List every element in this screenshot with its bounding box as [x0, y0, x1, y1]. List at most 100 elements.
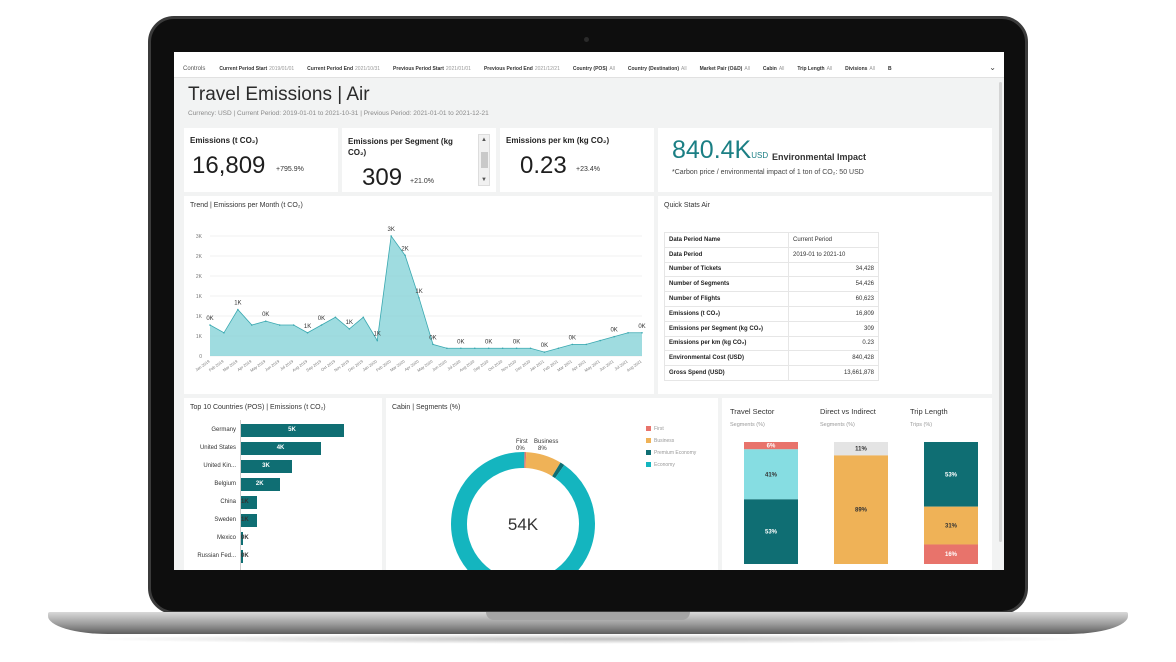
stacked-segment[interactable] — [924, 442, 978, 507]
trend-point[interactable] — [362, 316, 365, 319]
control-filter[interactable]: Current Period End 2021/10/31 — [307, 66, 380, 72]
trend-point[interactable] — [460, 347, 462, 350]
legend-item[interactable]: First — [646, 426, 664, 432]
country-bar[interactable] — [240, 550, 243, 563]
trend-point[interactable] — [585, 343, 588, 346]
stacked-segment[interactable] — [834, 442, 888, 456]
control-filter[interactable]: Country (Destination) All — [628, 66, 687, 72]
kpi-change: +21.0% — [410, 178, 434, 185]
quick-stats-card: Quick Stats Air Data Period Name Current… — [658, 196, 992, 394]
legend-item[interactable]: Business — [646, 438, 674, 444]
cabin-slice-economy[interactable] — [451, 452, 595, 570]
country-bar[interactable] — [240, 532, 243, 545]
country-bar[interactable] — [240, 514, 257, 527]
trend-point[interactable] — [292, 324, 295, 326]
country-bar[interactable] — [240, 478, 280, 491]
table-row: Number of Tickets 34,428 — [664, 261, 879, 278]
control-filter[interactable]: Previous Period Start 2021/01/01 — [393, 66, 471, 72]
control-filter[interactable]: Divisions All — [845, 66, 875, 72]
trend-point[interactable] — [376, 339, 379, 342]
trend-point[interactable] — [515, 347, 518, 350]
cabin-slice-business[interactable] — [525, 452, 561, 477]
segment-label: 41% — [765, 472, 778, 478]
control-filter[interactable]: B — [888, 66, 894, 72]
cabin-slice-premium-economy[interactable] — [552, 462, 565, 479]
trend-point[interactable] — [571, 343, 574, 346]
trend-point[interactable] — [501, 347, 504, 350]
y-tick-label: 1K — [196, 294, 203, 300]
trend-point[interactable] — [390, 235, 392, 237]
trend-point[interactable] — [418, 297, 420, 299]
controls-label[interactable]: Controls — [183, 65, 206, 72]
trend-point[interactable] — [306, 331, 309, 334]
table-row: Number of Flights 60,623 — [664, 291, 879, 307]
country-bar[interactable] — [240, 424, 344, 437]
trend-point[interactable] — [348, 328, 351, 330]
control-filter-value: 2021/01/01 — [445, 65, 471, 72]
scroll-thumb[interactable] — [481, 152, 488, 168]
trend-point[interactable] — [613, 335, 615, 338]
env-value: 840.4K — [672, 136, 752, 164]
trend-point[interactable] — [251, 324, 253, 326]
top-countries-title: Top 10 Countries (POS) | Emissions (t CO… — [190, 404, 326, 411]
kpi-value: 0.23 — [520, 152, 567, 179]
kpi-label: Emissions per Segment (kg CO₂) — [348, 137, 453, 157]
control-filter[interactable]: Market Pair (O&D) All — [700, 66, 750, 72]
trend-point[interactable] — [404, 254, 406, 257]
trend-point[interactable] — [320, 324, 323, 326]
y-tick-label: 1K — [196, 334, 203, 340]
control-filter[interactable]: Current Period Start 2019/01/01 — [219, 66, 294, 72]
trend-point[interactable] — [487, 347, 490, 350]
country-bar[interactable] — [240, 460, 292, 473]
trend-point[interactable] — [446, 347, 448, 350]
stacked-segment[interactable] — [744, 442, 798, 450]
trend-point[interactable] — [473, 347, 476, 350]
x-tick-label: Jun 2020 — [431, 358, 448, 372]
trend-point[interactable] — [599, 339, 601, 342]
country-bar[interactable] — [240, 496, 257, 509]
trend-point[interactable] — [223, 331, 225, 334]
kpi-scrollbar[interactable]: ▲ ▼ — [478, 134, 490, 186]
control-filter[interactable]: Country (POS) All — [573, 66, 615, 72]
y-tick-label: 1K — [196, 314, 203, 320]
stat-value: 54,426 — [788, 276, 879, 293]
trend-point[interactable] — [334, 316, 337, 319]
trend-point[interactable] — [557, 347, 560, 350]
trend-point[interactable] — [278, 324, 281, 326]
table-header-row: Data Period Name Current Period — [664, 232, 879, 248]
segment-label: 89% — [855, 508, 868, 514]
chevron-down-icon[interactable]: ⌄ — [989, 63, 996, 72]
stacked-segment[interactable] — [924, 544, 978, 564]
legend-item[interactable]: Economy — [646, 462, 675, 468]
stacked-segment[interactable] — [744, 499, 798, 564]
legend-swatch — [646, 462, 651, 468]
page-scrollbar[interactable] — [999, 82, 1002, 542]
control-filter[interactable]: Cabin All — [763, 66, 784, 72]
trend-chart-title: Trend | Emissions per Month (t CO₂) — [190, 202, 303, 209]
trend-point[interactable] — [264, 320, 267, 322]
legend-item[interactable]: Premium Economy — [646, 450, 696, 456]
data-label: 0K — [262, 312, 269, 318]
trend-point[interactable] — [627, 331, 629, 334]
y-tick-label: 2K — [196, 254, 203, 260]
stacked-segment[interactable] — [924, 506, 978, 545]
scroll-up-icon[interactable]: ▲ — [481, 137, 487, 143]
stacked-segment[interactable] — [744, 449, 798, 500]
stacked-segment[interactable] — [834, 455, 888, 564]
country-bar[interactable] — [240, 442, 322, 455]
axis-line — [240, 420, 241, 570]
x-tick-label: Jun 2019 — [264, 358, 281, 372]
trend-point[interactable] — [432, 343, 434, 346]
scroll-down-icon[interactable]: ▼ — [481, 177, 487, 183]
data-label: 3K — [387, 227, 394, 233]
control-filter[interactable]: Trip Length All — [797, 66, 832, 72]
trend-point[interactable] — [641, 331, 643, 334]
control-filter-label: Previous Period Start — [393, 65, 444, 72]
trend-point[interactable] — [543, 351, 546, 353]
country-bar-value: 3K — [262, 463, 270, 469]
trend-point[interactable] — [209, 324, 211, 326]
control-filter[interactable]: Previous Period End 2021/12/21 — [484, 66, 560, 72]
trend-area[interactable] — [210, 236, 642, 356]
trend-point[interactable] — [529, 347, 532, 350]
trend-point[interactable] — [237, 308, 239, 311]
